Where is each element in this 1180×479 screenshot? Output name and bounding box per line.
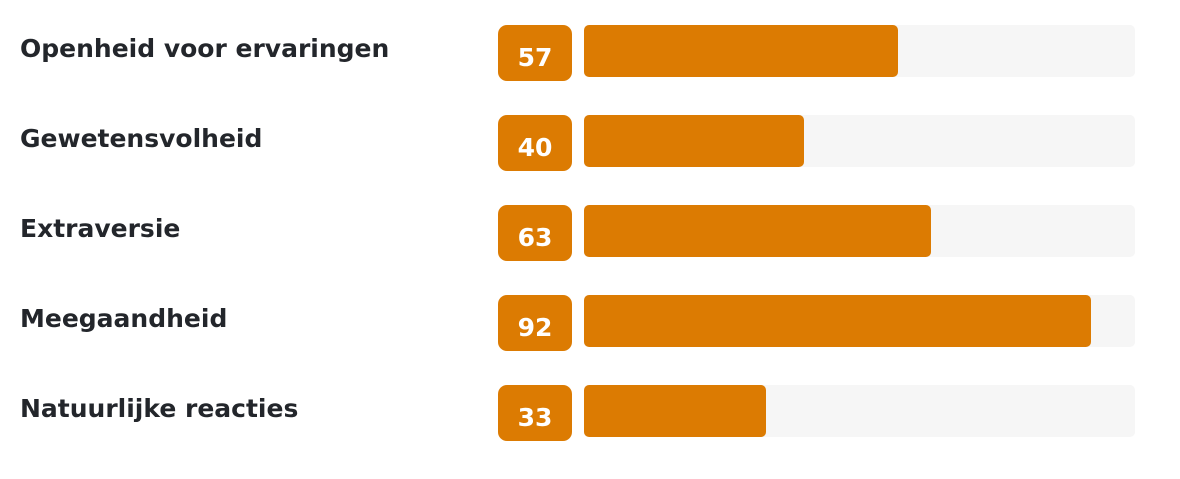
value-label: 63	[498, 205, 572, 261]
bar-track	[584, 295, 1135, 347]
bar-row: Extraversie 63	[0, 205, 1180, 261]
bar-track	[584, 385, 1135, 437]
bar	[584, 115, 804, 167]
bar	[584, 25, 898, 77]
category-label: Natuurlijke reacties	[20, 394, 299, 423]
value-label: 33	[498, 385, 572, 441]
bar	[584, 205, 931, 257]
bar-row: Openheid voor ervaringen 57	[0, 25, 1180, 81]
category-label: Extraversie	[20, 214, 181, 243]
category-label: Openheid voor ervaringen	[20, 34, 390, 63]
bar-row: Meegaandheid 92	[0, 295, 1180, 351]
bar-track	[584, 205, 1135, 257]
bar-track	[584, 115, 1135, 167]
bar-track	[584, 25, 1135, 77]
bar	[584, 385, 766, 437]
category-label: Gewetensvolheid	[20, 124, 263, 153]
value-label: 57	[498, 25, 572, 81]
bar-row: Natuurlijke reacties 33	[0, 385, 1180, 441]
bar	[584, 295, 1091, 347]
category-label: Meegaandheid	[20, 304, 228, 333]
bar-row: Gewetensvolheid 40	[0, 115, 1180, 171]
value-label: 92	[498, 295, 572, 351]
value-label: 40	[498, 115, 572, 171]
